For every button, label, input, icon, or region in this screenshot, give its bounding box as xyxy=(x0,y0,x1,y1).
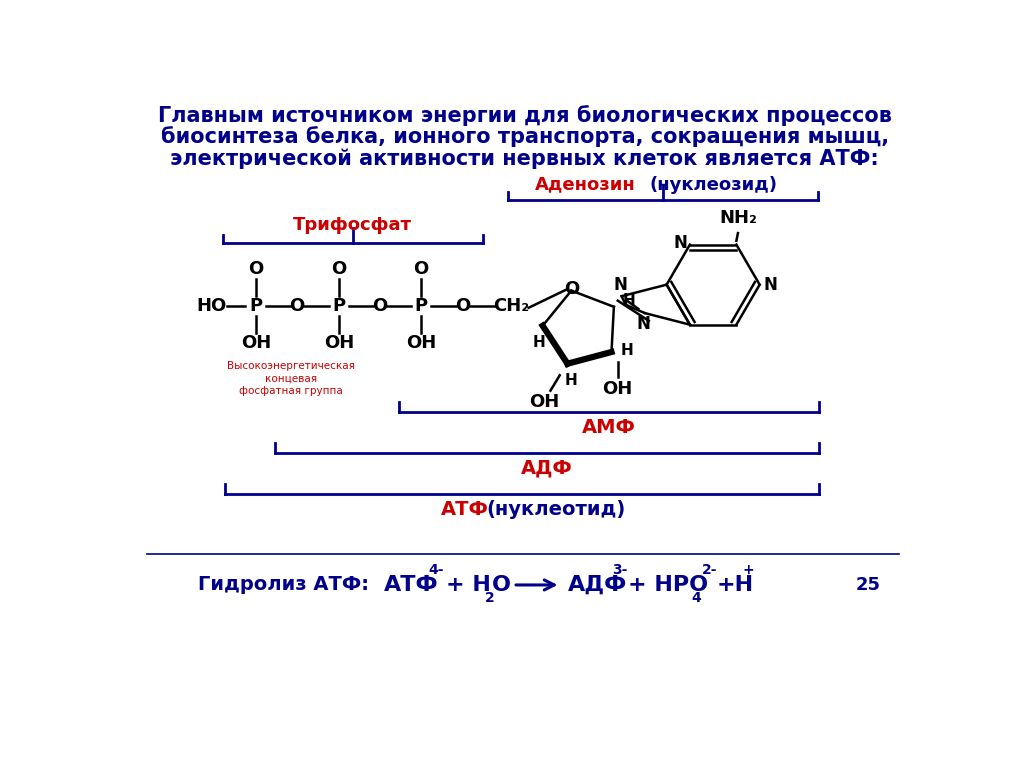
Text: 3-: 3- xyxy=(612,562,628,577)
Text: P: P xyxy=(249,297,262,315)
Text: N: N xyxy=(674,234,687,252)
Text: P: P xyxy=(332,297,345,315)
Text: 2-: 2- xyxy=(701,562,717,577)
Text: O: O xyxy=(373,297,387,315)
Text: OH: OH xyxy=(324,334,354,353)
Text: H: H xyxy=(621,343,634,358)
Text: N: N xyxy=(637,315,650,333)
Text: N: N xyxy=(764,276,777,293)
Text: H: H xyxy=(565,373,578,388)
Text: NH₂: NH₂ xyxy=(719,209,757,227)
Text: N: N xyxy=(613,276,627,294)
Text: концевая: концевая xyxy=(264,373,316,383)
Text: O: O xyxy=(414,260,429,278)
Text: (нуклеозид): (нуклеозид) xyxy=(649,176,777,194)
Text: O: O xyxy=(331,260,346,278)
Text: OH: OH xyxy=(406,334,436,353)
Text: АТФ: АТФ xyxy=(384,575,438,595)
Text: Высокоэнергетическая: Высокоэнергетическая xyxy=(226,361,354,371)
Text: Аденозин: Аденозин xyxy=(535,176,636,194)
Text: O: O xyxy=(493,575,511,595)
Text: + H: + H xyxy=(445,575,490,595)
Text: CH₂: CH₂ xyxy=(494,297,529,315)
Text: 4-: 4- xyxy=(429,562,444,577)
Text: OH: OH xyxy=(602,380,633,398)
Text: + НРО: + НРО xyxy=(628,575,708,595)
Text: АДФ: АДФ xyxy=(521,458,573,478)
Text: фосфатная группа: фосфатная группа xyxy=(239,386,343,396)
Text: O: O xyxy=(456,297,470,315)
Text: Гидролиз АТФ:: Гидролиз АТФ: xyxy=(198,575,369,594)
Text: 2: 2 xyxy=(484,591,495,605)
Text: O: O xyxy=(564,280,580,298)
Text: (нуклеотид): (нуклеотид) xyxy=(486,500,626,519)
Text: электрической активности нервных клеток является АТФ:: электрической активности нервных клеток … xyxy=(170,148,880,169)
Text: H: H xyxy=(532,335,545,350)
Text: АТФ: АТФ xyxy=(441,500,489,519)
Text: P: P xyxy=(415,297,427,315)
Text: Главным источником энергии для биологических процессов: Главным источником энергии для биологиче… xyxy=(158,104,892,126)
Text: HO: HO xyxy=(197,297,227,315)
Text: АДФ: АДФ xyxy=(568,575,628,595)
Text: OH: OH xyxy=(529,393,559,411)
Text: биосинтеза белка, ионного транспорта, сокращения мышц,: биосинтеза белка, ионного транспорта, со… xyxy=(161,126,889,147)
Text: OH: OH xyxy=(241,334,271,353)
Text: 25: 25 xyxy=(856,576,881,594)
Text: АМФ: АМФ xyxy=(583,419,636,438)
Text: 4: 4 xyxy=(691,591,701,605)
Text: H: H xyxy=(623,293,636,308)
Text: O: O xyxy=(248,260,263,278)
Text: +: + xyxy=(742,562,755,577)
Text: Трифосфат: Трифосфат xyxy=(293,217,413,234)
Text: +H: +H xyxy=(717,575,754,595)
Text: O: O xyxy=(290,297,304,315)
